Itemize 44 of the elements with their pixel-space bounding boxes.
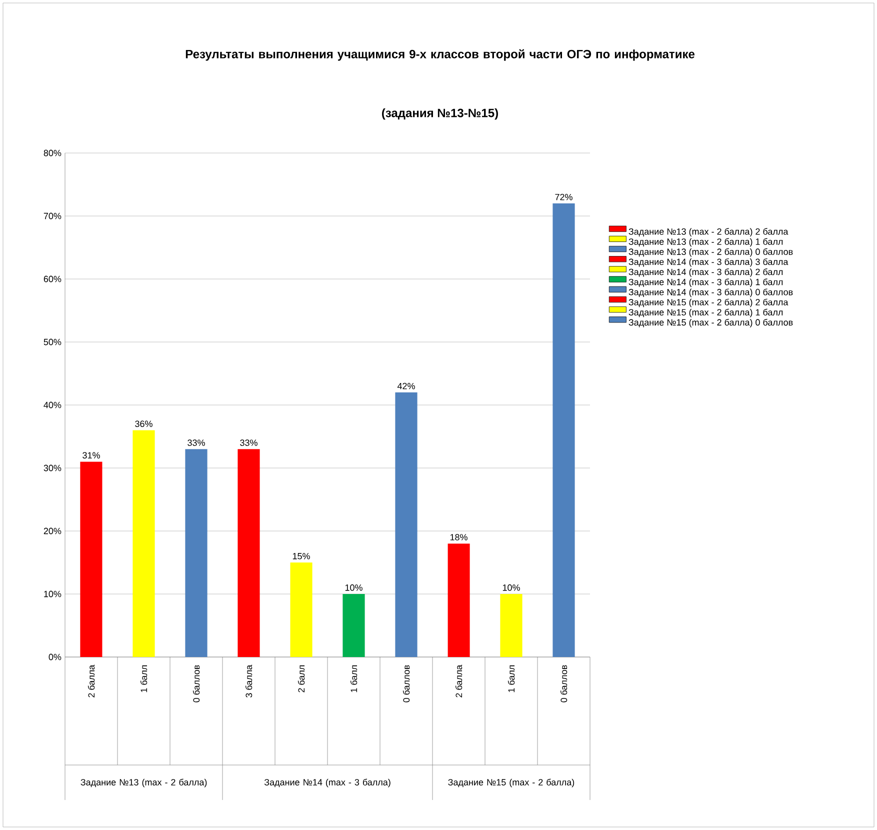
x-tick-label: 2 балла xyxy=(455,664,462,698)
x-tick-label: 0 баллов xyxy=(192,665,200,702)
legend-label: Задание №13 (max - 2 балла) 1 балл xyxy=(628,238,783,247)
x-tick-label: 1 балл xyxy=(508,665,515,692)
x-tick-label: 1 балл xyxy=(350,665,358,692)
y-tick-label: 50% xyxy=(44,338,62,346)
x-tick-label: 0 баллов xyxy=(402,665,410,702)
legend-label: Задание №13 (max - 2 балла) 2 балла xyxy=(628,228,788,237)
legend-label: Задание №15 (max - 2 балла) 1 балл xyxy=(628,308,783,318)
legend-label: Задание №14 (max - 3 балла) 1 балл xyxy=(628,278,783,287)
legend-label: Задание №15 (max - 2 балла) 2 балла xyxy=(628,298,788,308)
y-tick-label: 80% xyxy=(44,150,62,156)
y-tick-label: 60% xyxy=(44,276,62,282)
text: Задание №15 (max - 2 балла) xyxy=(448,778,574,788)
text: 15% xyxy=(292,552,310,560)
x-tick-label: 3 балла xyxy=(245,664,252,698)
text: Задание №14 (max - 3 балла) xyxy=(264,778,390,788)
chart-title: Результаты выполнения учащимися 9-х классов второй части ОГЭ по информатике xyxy=(186,49,694,61)
legend-label: Задание №15 (max - 2 балла) 0 баллов xyxy=(628,318,793,328)
legend-label: Задание №14 (max - 3 балла) 3 балла xyxy=(628,258,788,267)
text: 42% xyxy=(397,382,415,390)
text: 33% xyxy=(240,440,258,446)
text: 18% xyxy=(450,534,468,540)
y-tick-label: 20% xyxy=(44,528,62,534)
x-tick-label: 0 баллов xyxy=(560,665,568,702)
y-tick-label: 10% xyxy=(44,590,62,598)
legend-label: Задание №14 (max - 3 балла) 0 баллов xyxy=(628,288,793,298)
y-tick-label: 0% xyxy=(48,654,62,660)
x-tick-label: 2 балла xyxy=(88,664,95,698)
text: 36% xyxy=(135,420,152,428)
text: 31% xyxy=(82,452,100,459)
x-tick-label: 1 балл xyxy=(140,665,148,692)
text: 72% xyxy=(555,194,572,200)
text: 10% xyxy=(502,584,520,591)
text: Задание №13 (max - 2 балла) xyxy=(80,778,207,788)
text: 33% xyxy=(188,440,205,446)
chart-subtitle: (задания №13-№15) xyxy=(382,108,498,120)
y-tick-label: 30% xyxy=(44,464,62,472)
x-tick-label: 2 балл xyxy=(298,665,305,692)
legend-label: Задание №13 (max - 2 балла) 0 баллов xyxy=(628,248,793,257)
text: 10% xyxy=(345,584,362,591)
y-tick-label: 70% xyxy=(44,212,62,220)
y-tick-label: 40% xyxy=(44,402,62,408)
legend-label: Задание №14 (max - 3 балла) 2 балл xyxy=(628,268,783,277)
